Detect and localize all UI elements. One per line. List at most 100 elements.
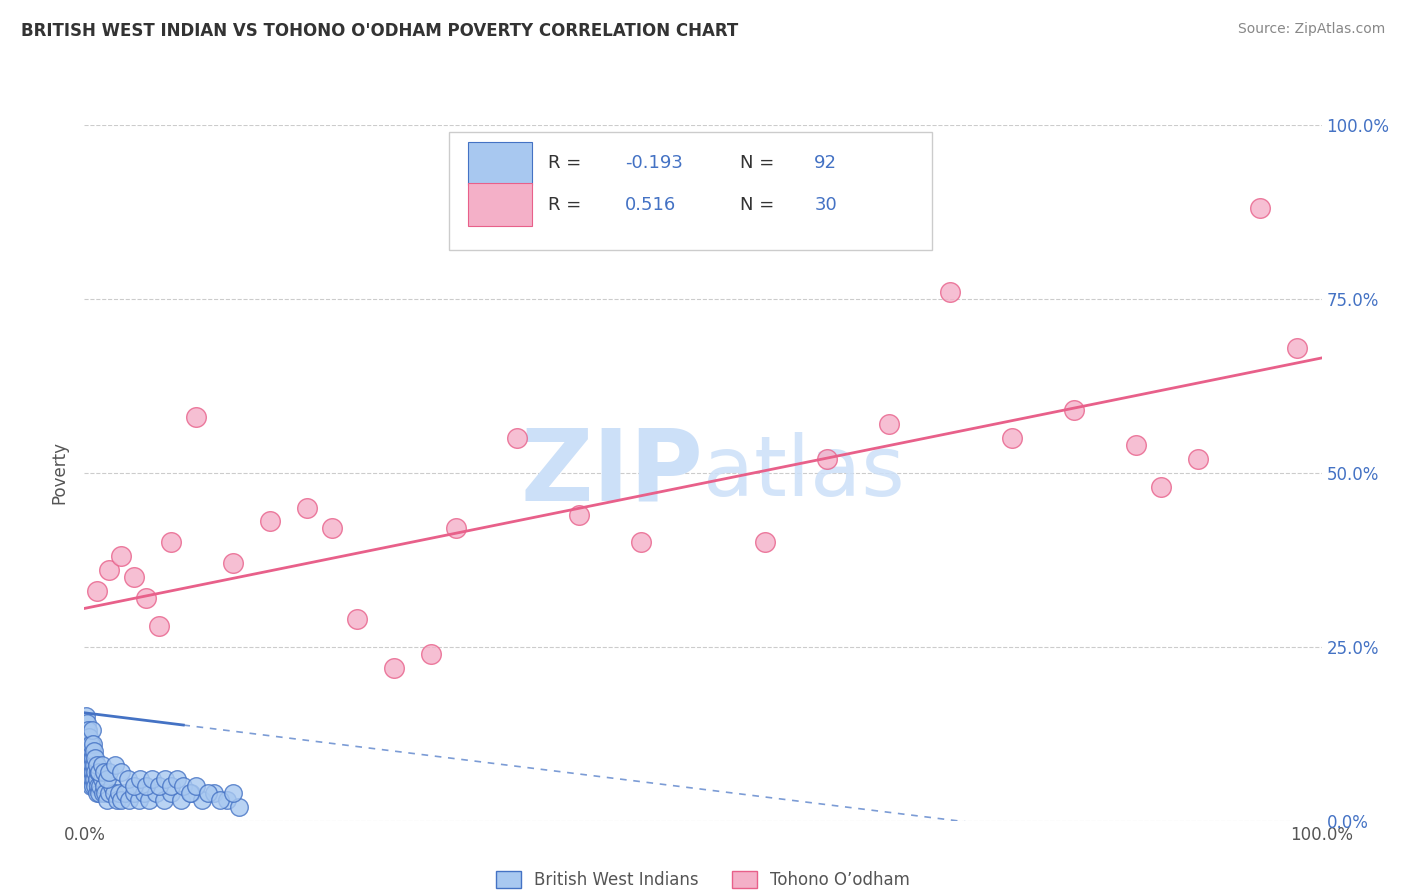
Point [122,786,145,800]
Point [79,764,101,779]
Point [89,786,111,800]
Point [86,786,108,800]
Point [86,758,108,772]
Point [1187,451,1209,466]
Point [77,772,100,786]
Legend: British West Indians, Tohono O’odham: British West Indians, Tohono O’odham [489,864,917,892]
Point [86,584,108,599]
Text: 0.516: 0.516 [626,196,676,214]
Point [83,758,105,772]
Point [79,764,101,779]
Point [180,786,202,800]
Point [110,764,132,779]
Point [80,772,103,786]
Point [83,772,105,786]
Point [132,786,155,800]
Point [75,744,97,758]
Point [170,793,193,807]
FancyBboxPatch shape [468,184,533,227]
Point [197,786,219,800]
Point [76,737,98,751]
Point [77,744,100,758]
Point [259,515,281,529]
Point [79,730,101,744]
Point [110,793,132,807]
Point [77,723,100,738]
Point [382,660,405,674]
Point [77,758,100,772]
Text: atlas: atlas [703,433,904,513]
Point [506,431,529,445]
Point [129,772,152,786]
Point [84,764,107,779]
Point [76,723,98,738]
Point [138,793,160,807]
Point [75,758,97,772]
Point [84,751,107,765]
Point [76,764,98,779]
Point [419,647,441,661]
Point [79,737,101,751]
Point [82,737,104,751]
Point [80,723,103,738]
Point [295,500,318,515]
Point [222,786,245,800]
Point [160,786,183,800]
Point [83,744,105,758]
Point [191,793,214,807]
Point [103,786,125,800]
Point [79,737,101,751]
Text: R =: R = [548,196,588,214]
Point [84,779,107,793]
Y-axis label: Poverty: Poverty [51,442,69,504]
Point [160,779,183,793]
Point [96,772,118,786]
Point [100,779,122,793]
Point [184,779,207,793]
Point [87,764,110,779]
Point [98,563,121,577]
Point [815,451,838,466]
Point [105,793,128,807]
FancyBboxPatch shape [468,142,533,185]
Point [96,793,118,807]
Point [135,591,157,605]
Point [135,779,157,793]
Point [76,751,98,765]
Point [75,709,97,723]
Point [1285,341,1308,355]
FancyBboxPatch shape [450,132,932,250]
Point [79,751,101,765]
Point [184,410,207,425]
Point [321,521,343,535]
Text: ZIP: ZIP [520,425,703,521]
Point [87,779,110,793]
Point [148,779,170,793]
Point [128,793,150,807]
Point [89,779,111,793]
Point [98,764,121,779]
Point [209,793,232,807]
Point [79,751,101,765]
Point [754,535,776,549]
Point [1249,202,1271,216]
Point [89,764,111,779]
Point [152,793,174,807]
Point [90,758,112,772]
Point [145,786,167,800]
Point [172,779,194,793]
Point [79,737,101,751]
Point [141,772,163,786]
Point [877,417,900,431]
Point [1001,431,1024,445]
Text: -0.193: -0.193 [626,154,683,172]
Text: BRITISH WEST INDIAN VS TOHONO O'ODHAM POVERTY CORRELATION CHART: BRITISH WEST INDIAN VS TOHONO O'ODHAM PO… [21,22,738,40]
Point [76,716,98,731]
Point [215,793,238,807]
Point [104,758,127,772]
Point [82,779,104,793]
Point [228,799,250,814]
Point [86,772,108,786]
Point [114,786,136,800]
Point [1063,403,1085,417]
